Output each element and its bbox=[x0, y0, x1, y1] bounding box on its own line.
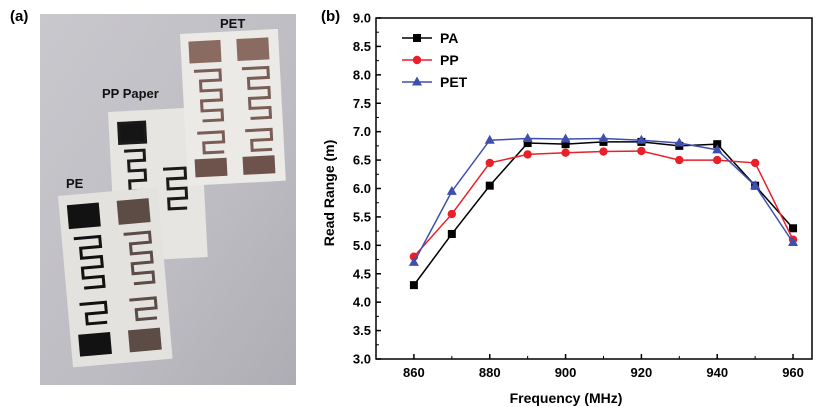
y-tick-label: 4.5 bbox=[353, 266, 371, 281]
legend-marker-pp bbox=[412, 55, 422, 65]
y-tick-label: 5.0 bbox=[353, 238, 371, 253]
y-tick-label: 4.0 bbox=[353, 295, 371, 310]
y-axis-ticks: 3.0 3.5 4.0 4.5 5.0 5.5 6.0 6.5 7.0 7.5 8.0 8.5 9.0 bbox=[353, 11, 381, 367]
series-line-pa bbox=[413, 141, 794, 286]
data-point-pa bbox=[447, 229, 456, 238]
data-point-pet bbox=[408, 256, 419, 266]
legend: PA PP PET bbox=[402, 30, 468, 90]
legend-marker-pa bbox=[413, 34, 421, 42]
legend-label-pet: PET bbox=[440, 74, 468, 90]
y-tick-label: 3.0 bbox=[353, 352, 371, 367]
data-point-pp bbox=[675, 155, 684, 165]
axes bbox=[375, 17, 813, 360]
data-point-pp bbox=[713, 155, 722, 165]
series-layer bbox=[408, 132, 799, 290]
x-tick-label: 920 bbox=[631, 365, 653, 380]
data-point-pa bbox=[713, 140, 722, 149]
data-point-pp bbox=[447, 209, 457, 219]
x-tick-label: 960 bbox=[782, 365, 804, 380]
data-point-pet bbox=[674, 137, 685, 147]
panel-label-a: (a) bbox=[10, 8, 29, 25]
y-tick-label: 8.5 bbox=[353, 39, 371, 54]
y-tick-label: 3.5 bbox=[353, 323, 371, 338]
data-point-pp bbox=[750, 158, 760, 168]
photo-label-pp-paper: PP Paper bbox=[102, 86, 159, 101]
plot-frame bbox=[375, 17, 813, 360]
data-point-pa bbox=[409, 281, 418, 290]
legend-item-pp: PP bbox=[402, 52, 459, 68]
series-pet bbox=[408, 132, 799, 266]
data-point-pa bbox=[485, 181, 494, 190]
data-point-pp bbox=[637, 146, 646, 156]
series-line-pet bbox=[413, 137, 794, 263]
y-tick-label: 8.0 bbox=[353, 67, 371, 82]
data-point-pp bbox=[485, 158, 494, 168]
data-point-pet bbox=[750, 180, 761, 190]
tag-photo: PET PP Paper PE bbox=[40, 14, 296, 385]
data-point-pa bbox=[789, 224, 798, 233]
pe-tag bbox=[58, 187, 173, 368]
x-tick-label: 900 bbox=[555, 365, 577, 380]
photo-label-pe: PE bbox=[66, 176, 84, 191]
legend-item-pa: PA bbox=[402, 30, 458, 46]
data-point-pa bbox=[523, 139, 532, 148]
data-point-pet bbox=[560, 133, 571, 143]
x-tick-label: 860 bbox=[403, 365, 425, 380]
x-tick-label: 940 bbox=[706, 365, 728, 380]
legend-label-pa: PA bbox=[440, 30, 458, 46]
data-point-pp bbox=[599, 147, 608, 156]
x-axis-ticks: 860 880 900 920 940 960 bbox=[403, 354, 804, 380]
y-tick-label: 7.0 bbox=[353, 124, 371, 139]
y-tick-label: 6.5 bbox=[353, 153, 371, 168]
y-tick-label: 5.5 bbox=[353, 209, 371, 224]
y-tick-label: 6.0 bbox=[353, 181, 371, 196]
photo-label-pet: PET bbox=[220, 16, 245, 31]
legend-item-pet: PET bbox=[402, 74, 468, 90]
x-tick-label: 880 bbox=[479, 365, 501, 380]
series-pp bbox=[409, 146, 798, 261]
y-axis-title: Read Range (m) bbox=[321, 140, 337, 247]
data-point-pp bbox=[523, 150, 532, 159]
x-axis-title: Frequency (MHz) bbox=[510, 390, 623, 406]
data-point-pp bbox=[561, 148, 570, 157]
data-point-pet bbox=[788, 236, 799, 246]
data-point-pet bbox=[446, 185, 457, 195]
series-pa bbox=[409, 137, 798, 290]
pet-tag bbox=[180, 28, 286, 186]
y-tick-label: 7.5 bbox=[353, 96, 371, 111]
data-point-pet bbox=[484, 134, 495, 144]
data-point-pet bbox=[636, 134, 647, 144]
data-point-pet bbox=[522, 132, 533, 142]
data-point-pet bbox=[712, 144, 723, 154]
panel-label-b: (b) bbox=[321, 8, 341, 25]
legend-marker-pet bbox=[412, 76, 422, 86]
data-point-pa bbox=[561, 140, 570, 149]
read-range-chart: 3.03.54.04.55.05.56.06.57.07.58.08.59.0 … bbox=[321, 11, 813, 406]
y-tick-label: 9.0 bbox=[353, 11, 371, 26]
legend-label-pp: PP bbox=[440, 52, 459, 68]
data-point-pet bbox=[598, 132, 609, 142]
